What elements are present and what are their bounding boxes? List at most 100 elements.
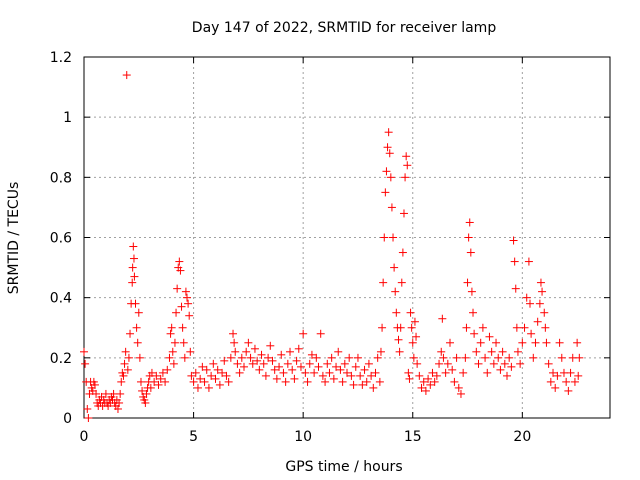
data-point bbox=[407, 323, 416, 332]
data-point bbox=[533, 317, 542, 326]
data-point bbox=[483, 368, 492, 377]
y-tick-label: 0.6 bbox=[50, 231, 72, 247]
data-point bbox=[189, 377, 198, 386]
data-point bbox=[122, 71, 131, 80]
data-point bbox=[421, 386, 430, 395]
data-point bbox=[570, 377, 579, 386]
data-point bbox=[158, 368, 167, 377]
data-point bbox=[462, 323, 471, 332]
data-point bbox=[513, 347, 522, 356]
data-point bbox=[202, 365, 211, 374]
data-point bbox=[172, 308, 181, 317]
data-point bbox=[373, 353, 382, 362]
data-point bbox=[395, 347, 404, 356]
data-point bbox=[136, 377, 145, 386]
data-point bbox=[292, 356, 301, 365]
data-point bbox=[463, 278, 472, 287]
data-point bbox=[281, 377, 290, 386]
data-point bbox=[165, 353, 174, 362]
data-point bbox=[555, 338, 564, 347]
data-point bbox=[167, 323, 176, 332]
data-point bbox=[406, 308, 415, 317]
data-point bbox=[338, 377, 347, 386]
data-point bbox=[233, 359, 242, 368]
data-point bbox=[191, 368, 200, 377]
data-point bbox=[185, 311, 194, 320]
grid-layer bbox=[84, 57, 610, 418]
data-point bbox=[211, 374, 220, 383]
data-point bbox=[175, 257, 184, 266]
data-point bbox=[512, 323, 521, 332]
data-point bbox=[510, 257, 519, 266]
data-point bbox=[230, 338, 239, 347]
data-point bbox=[193, 383, 202, 392]
data-point bbox=[215, 380, 224, 389]
data-point bbox=[509, 236, 518, 245]
data-point bbox=[476, 338, 485, 347]
data-point bbox=[404, 368, 413, 377]
data-point bbox=[343, 368, 351, 377]
data-point bbox=[184, 299, 193, 308]
data-point bbox=[351, 362, 360, 371]
data-point bbox=[327, 353, 336, 362]
data-point bbox=[345, 353, 354, 362]
data-point bbox=[134, 308, 143, 317]
data-point bbox=[394, 335, 403, 344]
data-point bbox=[536, 278, 545, 287]
data-point bbox=[156, 374, 165, 383]
data-point bbox=[557, 353, 566, 362]
data-point bbox=[441, 368, 450, 377]
data-point bbox=[286, 347, 295, 356]
data-point bbox=[246, 353, 255, 362]
data-point bbox=[467, 287, 476, 296]
data-point bbox=[415, 371, 424, 380]
data-point bbox=[399, 209, 408, 218]
data-point bbox=[466, 248, 475, 257]
data-point bbox=[325, 368, 334, 377]
data-point bbox=[474, 359, 483, 368]
data-point bbox=[379, 278, 388, 287]
data-point bbox=[154, 380, 163, 389]
data-point bbox=[248, 359, 257, 368]
y-axis-label: SRMTID / TECUs bbox=[6, 182, 22, 295]
x-axis-label: GPS time / hours bbox=[285, 459, 402, 475]
data-point bbox=[446, 338, 455, 347]
data-point bbox=[161, 377, 170, 386]
data-point bbox=[378, 323, 387, 332]
data-point bbox=[272, 374, 281, 383]
data-point bbox=[450, 377, 459, 386]
data-point bbox=[386, 173, 395, 182]
data-point bbox=[391, 287, 400, 296]
data-point bbox=[177, 302, 186, 311]
data-point bbox=[84, 414, 93, 422]
data-point bbox=[384, 128, 393, 137]
data-point bbox=[452, 353, 461, 362]
data-point bbox=[237, 353, 246, 362]
data-point bbox=[522, 293, 531, 302]
data-point bbox=[117, 377, 126, 386]
data-point bbox=[301, 368, 310, 377]
data-point bbox=[464, 233, 473, 242]
data-point bbox=[170, 338, 179, 347]
data-point bbox=[551, 383, 560, 392]
data-point bbox=[83, 404, 92, 413]
data-point bbox=[226, 353, 235, 362]
data-point bbox=[375, 377, 384, 386]
data-point bbox=[294, 344, 303, 353]
x-tick-label: 20 bbox=[513, 429, 531, 445]
data-point bbox=[438, 314, 447, 323]
data-points-layer bbox=[80, 71, 584, 422]
data-point bbox=[426, 380, 435, 389]
data-point bbox=[332, 362, 341, 371]
x-tick-label: 0 bbox=[80, 429, 89, 445]
data-point bbox=[130, 272, 139, 281]
data-point bbox=[396, 323, 405, 332]
data-point bbox=[244, 338, 253, 347]
data-point bbox=[428, 368, 437, 377]
data-point bbox=[417, 383, 426, 392]
data-point bbox=[147, 368, 156, 377]
data-point bbox=[277, 350, 286, 359]
data-point bbox=[303, 377, 312, 386]
data-point bbox=[312, 353, 321, 362]
